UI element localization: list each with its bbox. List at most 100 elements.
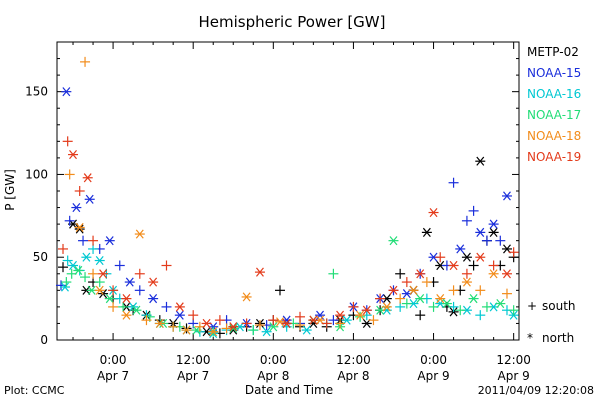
star-d2: [462, 277, 471, 287]
data-point: [201, 318, 212, 329]
data-point: [501, 269, 512, 279]
data-point: [114, 260, 125, 271]
star-d2: [503, 244, 511, 254]
star-d2: [276, 317, 284, 327]
star-d2: [242, 292, 251, 302]
star-d2: [75, 222, 84, 233]
star-d2: [409, 285, 418, 295]
data-point: [94, 255, 105, 266]
star-d2: [462, 252, 471, 262]
star-d2: [382, 294, 391, 304]
star-d2: [269, 322, 278, 332]
star-d2: [72, 202, 81, 213]
star-d2: [202, 318, 211, 329]
data-point: [141, 315, 152, 326]
data-point: [181, 323, 192, 334]
data-point: [124, 277, 135, 287]
star-d2: [69, 260, 77, 271]
star-d2: [302, 325, 311, 335]
star-d2: [456, 244, 465, 254]
data-point: [395, 293, 406, 304]
star-d2: [489, 219, 498, 229]
data-point: [301, 325, 312, 335]
x-tick-label-time: 12:00: [336, 353, 371, 367]
data-point: [60, 282, 71, 292]
star-d2: [83, 173, 92, 183]
data-point: [435, 252, 446, 263]
data-point: [361, 305, 372, 315]
data-point: [84, 194, 95, 204]
data-point: [328, 268, 339, 279]
data-point: [508, 305, 519, 316]
data-point: [161, 260, 172, 271]
star-d2: [422, 227, 431, 237]
data-point: [295, 311, 306, 322]
data-point: [501, 191, 512, 201]
data-point: [68, 260, 79, 271]
star-d2: [62, 87, 71, 97]
north-symbol: *: [527, 331, 533, 345]
x-tick-label-time: 0:00: [420, 353, 447, 367]
data-point: [368, 315, 379, 326]
data-point: [388, 285, 399, 295]
star-d2: [442, 298, 451, 309]
data-point: [131, 305, 142, 315]
data-point: [355, 310, 366, 320]
data-point: [64, 215, 75, 226]
data-point: [241, 292, 252, 302]
x-tick-label-time: 12:00: [496, 353, 531, 367]
data-point: [441, 298, 452, 309]
data-point: [268, 322, 279, 332]
data-point: [74, 222, 85, 233]
data-point: [501, 288, 512, 299]
data-point: [168, 321, 179, 332]
star-d2: [61, 282, 69, 292]
star-d2: [149, 294, 158, 304]
star-d2: [409, 298, 418, 309]
data-point: [154, 318, 165, 329]
data-point: [468, 260, 479, 271]
data-point: [78, 235, 89, 246]
data-point: [461, 268, 472, 279]
data-point: [475, 156, 486, 166]
data-point: [104, 236, 115, 246]
data-point: [355, 311, 366, 322]
data-point: [461, 215, 472, 226]
data-point: [188, 310, 199, 321]
x-tick-label-date: Apr 7: [97, 369, 129, 383]
star-d2: [489, 269, 498, 279]
data-point: [508, 247, 519, 258]
x-tick-label-date: Apr 9: [498, 369, 530, 383]
data-point: [381, 302, 392, 312]
y-tick-label: 50: [33, 250, 48, 264]
data-point: [61, 87, 72, 97]
data-point: [68, 149, 79, 160]
star-d2: [429, 252, 438, 262]
data-point: [348, 301, 359, 312]
legend-entry: METP-02: [527, 45, 579, 59]
data-point: [401, 298, 412, 309]
legend-entry: NOAA-16: [527, 87, 581, 101]
star-d2: [149, 277, 158, 287]
data-point: [468, 294, 479, 304]
data-point: [388, 236, 399, 246]
data-point: [415, 294, 426, 304]
star-d2: [135, 229, 144, 239]
data-point: [488, 219, 499, 229]
data-point: [121, 294, 132, 304]
data-point: [80, 272, 91, 283]
star-d2: [95, 285, 104, 295]
data-point: [421, 277, 432, 288]
data-point: [428, 301, 439, 312]
data-point: [241, 318, 252, 329]
data-point: [108, 285, 119, 296]
x-tick-label-time: 0:00: [100, 353, 127, 367]
data-point: [174, 302, 185, 312]
star-d2: [75, 224, 84, 234]
star-d2: [389, 285, 398, 295]
data-point: [108, 301, 119, 312]
star-d2: [99, 269, 108, 279]
y-axis-label: P [GW]: [3, 169, 17, 211]
data-point: [455, 305, 466, 316]
data-point: [281, 318, 292, 329]
